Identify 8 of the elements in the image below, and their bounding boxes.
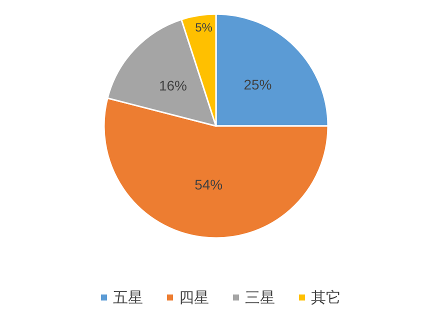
legend-label: 五星 bbox=[113, 288, 143, 306]
legend-label: 四星 bbox=[179, 288, 209, 306]
data-label: 16% bbox=[158, 78, 188, 94]
legend-label: 其它 bbox=[311, 288, 341, 306]
data-label: 54% bbox=[194, 176, 223, 193]
legend-label: 三星 bbox=[245, 288, 275, 306]
data-label: 5% bbox=[195, 20, 213, 35]
data-label: 25% bbox=[244, 76, 272, 92]
